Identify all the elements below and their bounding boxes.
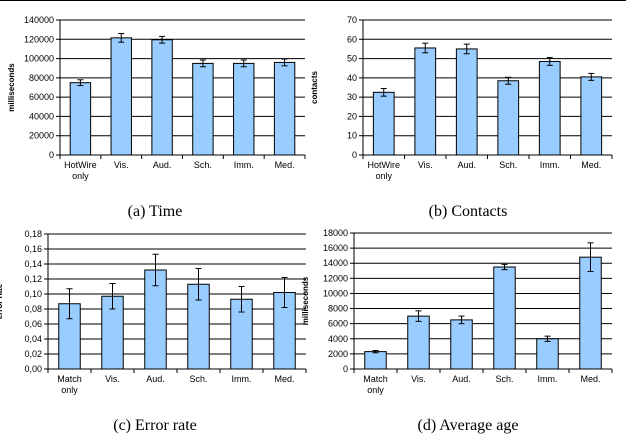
caption-a: (a) Time xyxy=(127,203,183,220)
y-tick-label: 80000 xyxy=(29,73,54,83)
bar xyxy=(493,266,516,370)
x-tick-label: Aud. xyxy=(457,160,476,170)
bar xyxy=(110,37,132,156)
x-tick-label: Med. xyxy=(274,374,294,384)
y-tick-label: 40000 xyxy=(29,111,54,121)
caption-d: (d) Average age xyxy=(417,417,519,434)
x-tick-label: Vis. xyxy=(411,374,426,384)
x-tick-label: HotWire xyxy=(367,160,400,170)
y-tick-label: 60000 xyxy=(29,92,54,102)
y-tick-label: 40 xyxy=(347,73,357,83)
y-tick-label: 0 xyxy=(49,150,54,160)
bar xyxy=(364,351,387,370)
x-tick-label: Sch. xyxy=(189,374,207,384)
y-tick-label: 0 xyxy=(352,150,357,160)
x-tick-label: Sch. xyxy=(499,160,517,170)
x-tick-label: Med. xyxy=(581,160,601,170)
y-tick-label: 0,04 xyxy=(24,334,42,344)
x-tick-label: Sch. xyxy=(495,374,513,384)
x-tick-label: only xyxy=(61,385,78,395)
y-tick-label: 0,14 xyxy=(24,259,42,269)
y-tick-label: 0,06 xyxy=(24,319,42,329)
bar xyxy=(580,76,603,156)
y-tick-label: 0,02 xyxy=(24,349,42,359)
bar xyxy=(538,60,561,156)
y-tick-label: 0,16 xyxy=(24,244,42,254)
y-tick-label: 14000 xyxy=(323,258,348,268)
bar xyxy=(579,256,602,370)
y-tick-label: 10 xyxy=(347,131,357,141)
y-tick-label: 60 xyxy=(347,34,357,44)
bar xyxy=(450,319,473,370)
x-tick-label: Aud. xyxy=(146,374,165,384)
bar xyxy=(407,315,430,370)
y-tick-label: 4000 xyxy=(328,334,348,344)
y-tick-label: 10000 xyxy=(323,288,348,298)
caption-b: (b) Contacts xyxy=(428,203,508,220)
y-tick-label: 120000 xyxy=(24,34,54,44)
y-axis-title: error rate xyxy=(0,283,4,319)
y-tick-label: 100000 xyxy=(24,54,54,64)
y-tick-label: 0,10 xyxy=(24,289,42,299)
y-tick-label: 0,12 xyxy=(24,274,42,284)
y-axis-title: milliseconds xyxy=(7,63,16,112)
y-tick-label: 0,00 xyxy=(24,364,42,374)
x-tick-label: Vis. xyxy=(105,374,120,384)
y-tick-label: 30 xyxy=(347,92,357,102)
y-tick-label: 2000 xyxy=(328,349,348,359)
y-tick-label: 0 xyxy=(343,364,348,374)
bar xyxy=(536,338,559,370)
y-tick-label: 0,08 xyxy=(24,304,42,314)
bar xyxy=(233,62,255,156)
bar xyxy=(192,62,214,156)
y-tick-label: 20000 xyxy=(29,131,54,141)
x-tick-label: HotWire xyxy=(64,160,97,170)
x-tick-label: Imm. xyxy=(538,374,558,384)
bar xyxy=(151,39,173,156)
x-tick-label: Match xyxy=(363,374,388,384)
y-tick-label: 20 xyxy=(347,111,357,121)
figure-top-rule xyxy=(0,0,626,1)
y-tick-label: 50 xyxy=(347,54,357,64)
y-tick-label: 18000 xyxy=(323,228,348,238)
x-tick-label: Imm. xyxy=(540,160,560,170)
bar xyxy=(372,91,395,156)
y-tick-label: 140000 xyxy=(24,15,54,25)
x-tick-label: Imm. xyxy=(234,160,254,170)
y-tick-label: 0,18 xyxy=(24,229,42,239)
y-axis-title: milliseconds xyxy=(301,276,310,325)
y-tick-label: 8000 xyxy=(328,304,348,314)
x-tick-label: Med. xyxy=(580,374,600,384)
x-tick-label: only xyxy=(367,385,384,395)
bar xyxy=(414,47,437,156)
x-tick-label: Aud. xyxy=(153,160,172,170)
x-tick-label: Aud. xyxy=(452,374,471,384)
x-tick-label: Med. xyxy=(275,160,295,170)
bar xyxy=(497,80,520,156)
x-tick-label: Sch. xyxy=(194,160,212,170)
y-tick-label: 12000 xyxy=(323,273,348,283)
bar xyxy=(455,48,478,156)
y-tick-label: 70 xyxy=(347,15,357,25)
caption-c: (c) Error rate xyxy=(113,417,197,434)
y-tick-label: 6000 xyxy=(328,319,348,329)
x-tick-label: Match xyxy=(57,374,82,384)
x-tick-label: only xyxy=(72,171,89,181)
x-tick-label: Vis. xyxy=(418,160,433,170)
bar xyxy=(273,61,296,156)
x-tick-label: Imm. xyxy=(232,374,252,384)
y-axis-title: contacts xyxy=(310,71,319,104)
x-tick-label: only xyxy=(375,171,392,181)
x-tick-label: Vis. xyxy=(114,160,129,170)
bar xyxy=(69,82,92,156)
y-tick-label: 16000 xyxy=(323,243,348,253)
